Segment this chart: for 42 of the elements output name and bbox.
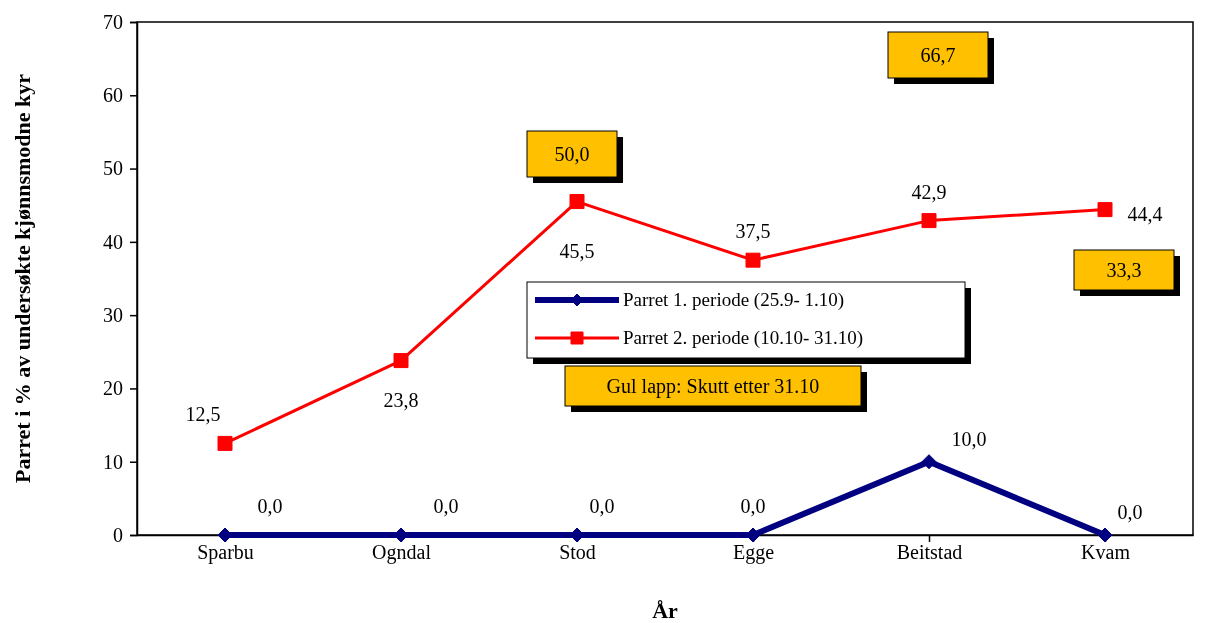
data-label: 44,4 [1127, 202, 1163, 225]
y-axis-title: Parret i % av undersøkte kjønnsmodne kyr [10, 73, 35, 484]
point [217, 435, 233, 451]
annotation: 50,0 [554, 143, 590, 165]
y-tick-label: 20 [103, 377, 123, 400]
y-tick-label: 40 [103, 230, 123, 253]
y-tick-label: 50 [103, 157, 123, 180]
x-tick-label: Stod [559, 541, 596, 563]
point [1097, 527, 1113, 543]
annotation: 66,7 [920, 44, 956, 66]
x-tick-label: Ogndal [372, 541, 432, 564]
data-label: 10,0 [951, 427, 987, 450]
x-tick-label: Egge [732, 541, 775, 564]
data-label: 0,0 [589, 495, 615, 517]
data-label: 42,9 [911, 180, 947, 203]
point [1097, 202, 1113, 218]
legend-label: Parret 2. periode (10.10- 31.10) [623, 327, 864, 349]
x-tick-label: Beitstad [896, 541, 963, 563]
data-label: 0,0 [433, 495, 459, 517]
annotation: 33,3 [1106, 259, 1142, 281]
data-label: 0,0 [1117, 501, 1143, 523]
x-axis-title: År [652, 598, 679, 623]
x-tick-label: Sparbu [197, 541, 254, 564]
y-tick-label: 30 [103, 304, 123, 327]
legend-label: Parret 1. periode (25.9- 1.10) [623, 289, 845, 311]
y-tick-label: 70 [103, 10, 123, 33]
point [569, 194, 585, 210]
point [745, 252, 761, 268]
y-tick-label: 10 [103, 450, 123, 473]
y-tick-label: 60 [103, 84, 123, 107]
x-tick-label: Kvam [1081, 541, 1131, 563]
point [921, 454, 937, 470]
y-tick-label: 0 [113, 523, 123, 546]
data-label: 0,0 [740, 495, 766, 517]
data-label: 12,5 [185, 403, 221, 426]
annotation: Gul lapp: Skutt etter 31.10 [606, 375, 820, 398]
data-label: 37,5 [735, 220, 771, 243]
data-label: 23,8 [383, 388, 419, 411]
data-label: 0,0 [257, 495, 283, 517]
point [921, 213, 937, 229]
point [393, 353, 409, 369]
data-label: 45,5 [559, 239, 595, 262]
